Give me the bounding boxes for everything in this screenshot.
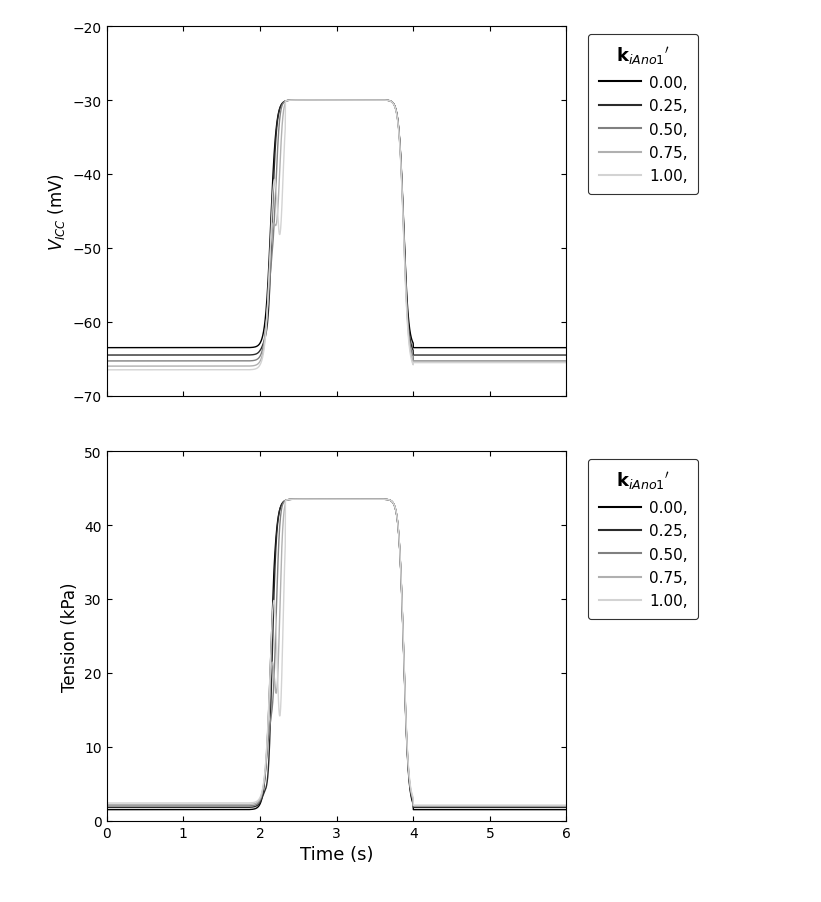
Y-axis label: $V_{ICC}$ (mV): $V_{ICC}$ (mV) <box>46 172 67 251</box>
X-axis label: Time (s): Time (s) <box>300 845 374 863</box>
Legend: 0.00,, 0.25,, 0.50,, 0.75,, 1.00,: 0.00,, 0.25,, 0.50,, 0.75,, 1.00, <box>588 459 699 620</box>
Y-axis label: Tension (kPa): Tension (kPa) <box>61 582 79 691</box>
Legend: 0.00,, 0.25,, 0.50,, 0.75,, 1.00,: 0.00,, 0.25,, 0.50,, 0.75,, 1.00, <box>588 34 699 195</box>
